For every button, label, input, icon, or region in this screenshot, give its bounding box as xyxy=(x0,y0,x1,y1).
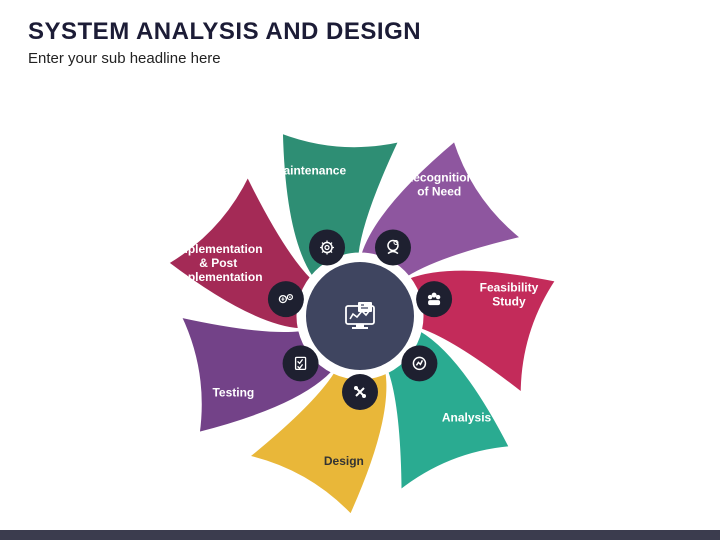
petal-label-6: Maintenance xyxy=(273,164,346,178)
petal-label-3: Design xyxy=(324,454,364,468)
petal-icon-bg-1 xyxy=(416,281,452,317)
page-subtitle: Enter your sub headline here xyxy=(28,50,692,67)
center-hub xyxy=(304,260,416,372)
petal-icon-bg-0 xyxy=(375,230,411,266)
petal-label-4: Testing xyxy=(212,385,254,399)
page-title: SYSTEM ANALYSIS AND DESIGN xyxy=(28,18,692,46)
pinwheel-diagram: Recognitionof NeedFeasibilityStudyAnalys… xyxy=(0,71,720,531)
petal-label-2: Analysis xyxy=(442,411,492,425)
petal-icon-bg-4 xyxy=(283,345,319,381)
header: SYSTEM ANALYSIS AND DESIGN Enter your su… xyxy=(0,0,720,71)
footer-bar xyxy=(0,530,720,540)
petal-icon-bg-6 xyxy=(309,230,345,266)
